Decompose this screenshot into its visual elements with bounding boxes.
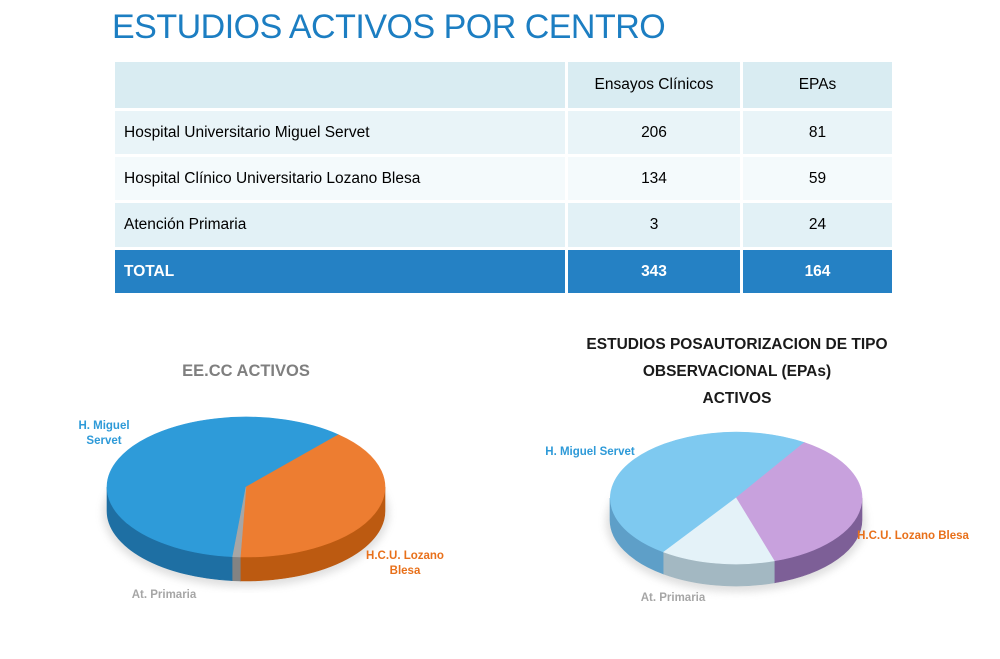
table-row-name: Hospital Clínico Universitario Lozano Bl… xyxy=(115,157,565,200)
pie-label-lozano-blesa: H.C.U. Lozano Blesa xyxy=(857,530,969,542)
studies-table: Ensayos Clínicos EPAs Hospital Universit… xyxy=(115,62,892,293)
page-title: ESTUDIOS ACTIVOS POR CENTRO xyxy=(112,8,666,46)
pie-label-at-primaria: At. Primaria xyxy=(131,589,197,601)
table-row-name: Atención Primaria xyxy=(115,203,565,247)
pie-label-lozano-blesa: H.C.U. Lozano Blesa xyxy=(366,550,444,577)
table-total-ensayos: 343 xyxy=(568,250,740,293)
pie-label-at-primaria: At. Primaria xyxy=(640,592,706,604)
table-row-epas: 81 xyxy=(743,111,892,154)
table-total-epas: 164 xyxy=(743,250,892,293)
table-header-empty xyxy=(115,62,565,108)
table-row-ensayos: 3 xyxy=(568,203,740,247)
pie-label-miguel-servet: H. Miguel Servet xyxy=(545,446,635,458)
chart-title-epas: ESTUDIOS POSAUTORIZACION DE TIPO OBSERVA… xyxy=(586,336,888,407)
pie-chart-epas-activos xyxy=(606,431,866,592)
table-row-ensayos: 206 xyxy=(568,111,740,154)
table-header-ensayos: Ensayos Clínicos xyxy=(568,62,740,108)
pie-label-miguel-servet: H. Miguel Servet xyxy=(78,420,130,447)
table-row-name: Hospital Universitario Miguel Servet xyxy=(115,111,565,154)
chart-title-eecc: EE.CC ACTIVOS xyxy=(182,362,310,380)
table-header-epas: EPAs xyxy=(743,62,892,108)
table-row-epas: 24 xyxy=(743,203,892,247)
table-total-label: TOTAL xyxy=(115,250,565,293)
table-row-ensayos: 134 xyxy=(568,157,740,200)
table-row-epas: 59 xyxy=(743,157,892,200)
pie-chart-eecc-activos xyxy=(103,416,389,587)
